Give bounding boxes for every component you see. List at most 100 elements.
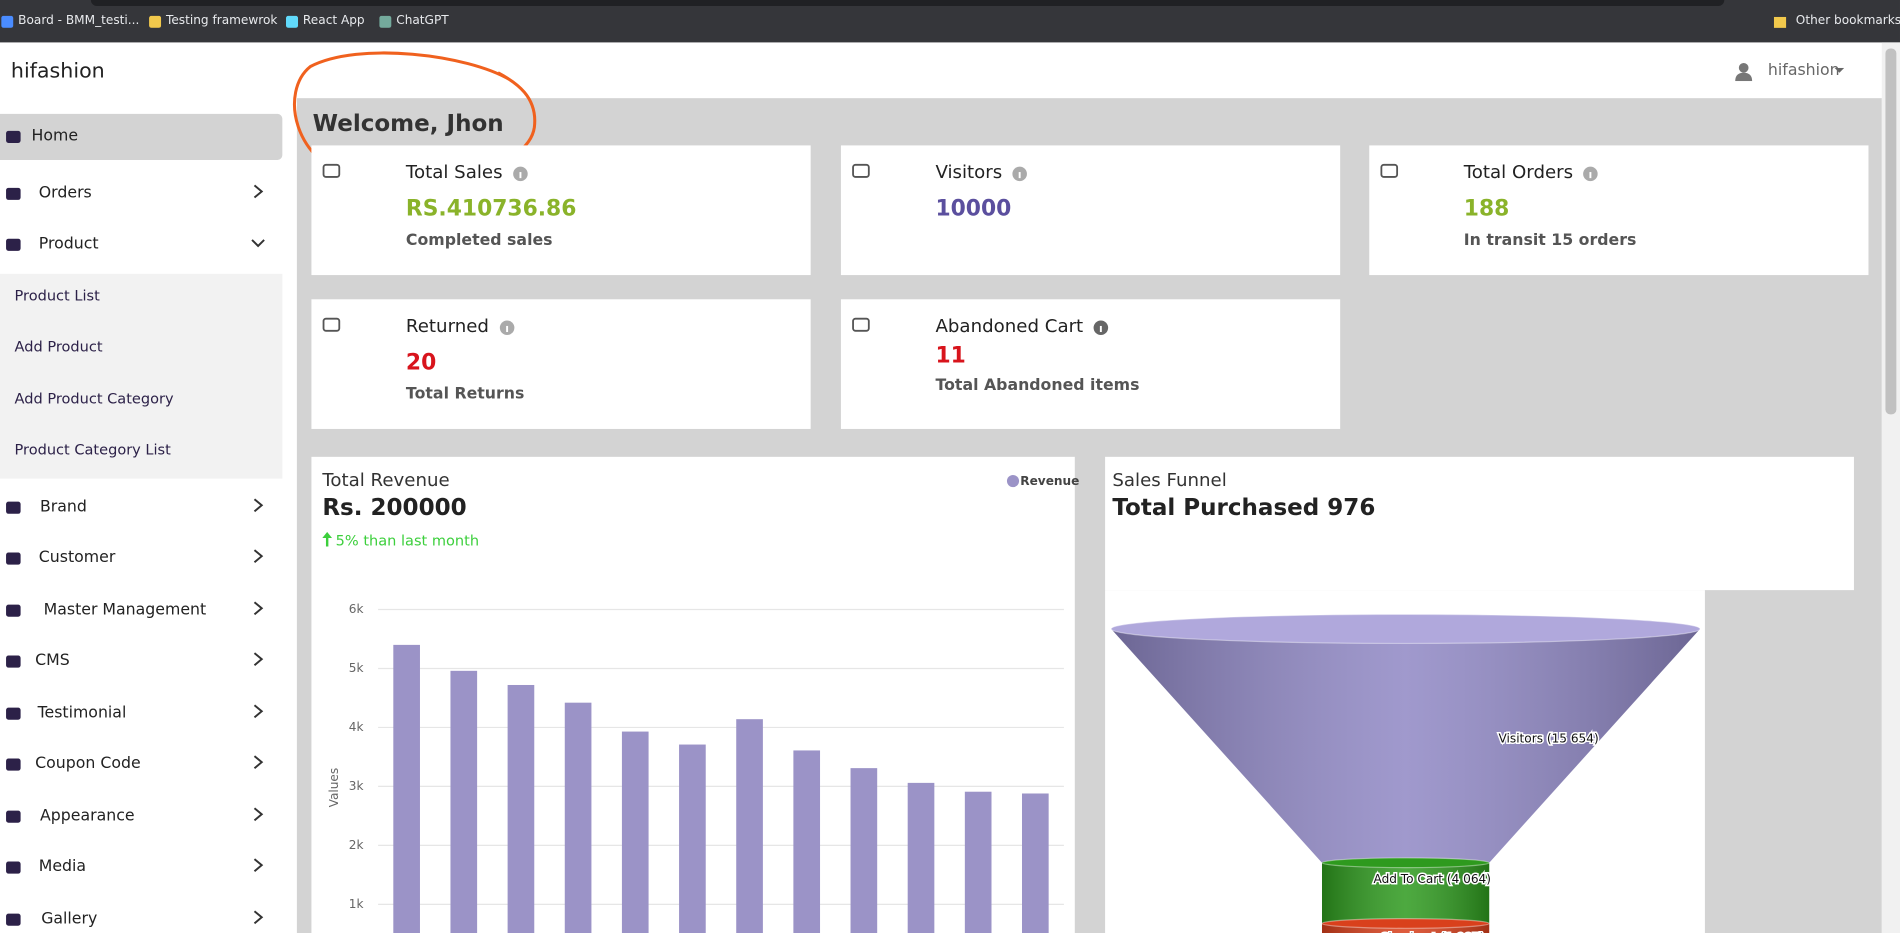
- card-value: 10000: [935, 196, 1012, 222]
- bookmark-icon: [149, 15, 162, 28]
- user-icon: [1735, 63, 1753, 82]
- funnel-shade: [1321, 862, 1490, 924]
- chevron-line: [253, 858, 264, 872]
- menu-item[interactable]: Testimonial: [37, 704, 127, 723]
- card-title: Total Orders: [1463, 161, 1574, 183]
- card-icon: [1380, 163, 1399, 178]
- menu-item[interactable]: Master Management: [43, 601, 207, 620]
- info-mark: [1018, 172, 1021, 179]
- legend-label: Revenue: [1020, 474, 1079, 488]
- brand[interactable]: hifashion: [10, 59, 105, 84]
- card-title: Visitors: [935, 161, 1003, 183]
- y-tick-label: 2k: [349, 838, 364, 852]
- bar: [907, 782, 935, 933]
- menu-item[interactable]: Brand: [39, 498, 87, 517]
- info-mark: [1589, 172, 1592, 179]
- funnel-label: Add To Cart (4 064): [1374, 872, 1491, 886]
- card-value: 20: [405, 350, 437, 376]
- menu-icon: [6, 604, 21, 617]
- menu-icon: [6, 501, 21, 514]
- menu-icon-shape: [6, 501, 21, 514]
- bookmark[interactable]: Testing framewrok: [166, 14, 278, 28]
- chevron-line: [253, 755, 264, 769]
- submenu-item[interactable]: Add Product: [14, 338, 103, 356]
- bookmark-icon-shape: [1, 15, 14, 28]
- folder-icon: [1773, 16, 1787, 28]
- menu-icon-shape: [6, 187, 21, 200]
- info-mark: [506, 325, 509, 333]
- y-tick-label: 3k: [349, 779, 364, 793]
- menu-icon: [6, 552, 21, 565]
- caret: [1834, 67, 1845, 73]
- bookmark[interactable]: ChatGPT: [396, 14, 449, 28]
- chevron: [251, 239, 265, 248]
- card-icon: [322, 317, 341, 332]
- bookmark[interactable]: React App: [302, 14, 365, 28]
- card-title: Returned: [405, 315, 489, 337]
- menu-icon: [6, 810, 21, 823]
- y-axis-label: Values: [327, 768, 341, 808]
- menu-item[interactable]: Coupon Code: [35, 754, 141, 774]
- menu-icon-shape: [6, 810, 21, 823]
- bookmark-icon: [285, 15, 299, 28]
- bar: [793, 750, 821, 933]
- info-icon: [1012, 166, 1027, 182]
- menu-item[interactable]: Product: [38, 235, 99, 254]
- chevron-line: [253, 498, 264, 513]
- card-note: Completed sales: [405, 231, 553, 250]
- funnel-rim: [1321, 857, 1490, 869]
- bar: [1021, 793, 1049, 933]
- funnel-label: Visitors (15 654): [1499, 731, 1599, 745]
- card-icon-shape: [852, 163, 870, 178]
- card-icon: [852, 317, 870, 332]
- menu-item[interactable]: Media: [38, 857, 87, 877]
- card-icon: [322, 163, 341, 178]
- chevron: [253, 704, 264, 719]
- bar: [564, 702, 592, 933]
- bookmark-bar: [0, 0, 1900, 43]
- bar: [850, 768, 878, 933]
- submenu-item[interactable]: Product Category List: [14, 441, 171, 459]
- bookmark-icon: [379, 15, 392, 28]
- card-title: Total Sales: [405, 161, 503, 183]
- bookmark[interactable]: Board - BMM_testi...: [18, 14, 140, 28]
- funnel-rim: [1321, 918, 1490, 929]
- menu-item[interactable]: Customer: [38, 548, 116, 568]
- user-menu[interactable]: hifashion: [1767, 61, 1840, 80]
- menu-item[interactable]: Home: [31, 127, 79, 146]
- chevron: [253, 184, 264, 199]
- submenu-bg: [0, 273, 283, 479]
- menu-item[interactable]: CMS: [35, 651, 70, 671]
- menu-icon: [6, 707, 21, 720]
- funnel-label: Checkout (1 987): [1380, 931, 1485, 933]
- menu-item[interactable]: Orders: [38, 184, 92, 203]
- info-icon: [499, 320, 515, 336]
- chevron-line: [253, 704, 264, 719]
- bookmark-icon: [1, 15, 14, 28]
- chevron: [253, 755, 264, 769]
- submenu-item[interactable]: Product List: [14, 287, 100, 305]
- chevron-line: [253, 601, 264, 616]
- up-arrow: [322, 531, 333, 547]
- chevron-line: [253, 910, 264, 925]
- submenu-item[interactable]: Add Product Category: [14, 389, 174, 407]
- chevron-line: [253, 652, 264, 666]
- y-tick-label: 4k: [349, 720, 364, 734]
- bar: [736, 719, 763, 933]
- menu-icon: [6, 130, 21, 143]
- menu-icon: [6, 655, 21, 668]
- card-icon: [852, 163, 870, 178]
- chevron: [253, 910, 264, 925]
- chevron: [253, 807, 264, 822]
- menu-item[interactable]: Gallery: [41, 910, 98, 929]
- card-icon-shape: [852, 317, 870, 332]
- scroll-thumb[interactable]: [1885, 48, 1897, 415]
- other-bookmarks[interactable]: Other bookmarks: [1795, 14, 1900, 28]
- bar: [964, 791, 992, 933]
- menu-item[interactable]: Appearance: [39, 807, 135, 826]
- bookmark-icon-shape: [149, 15, 162, 28]
- chevron: [253, 549, 264, 563]
- chevron: [253, 498, 264, 513]
- card-value: 11: [935, 342, 966, 369]
